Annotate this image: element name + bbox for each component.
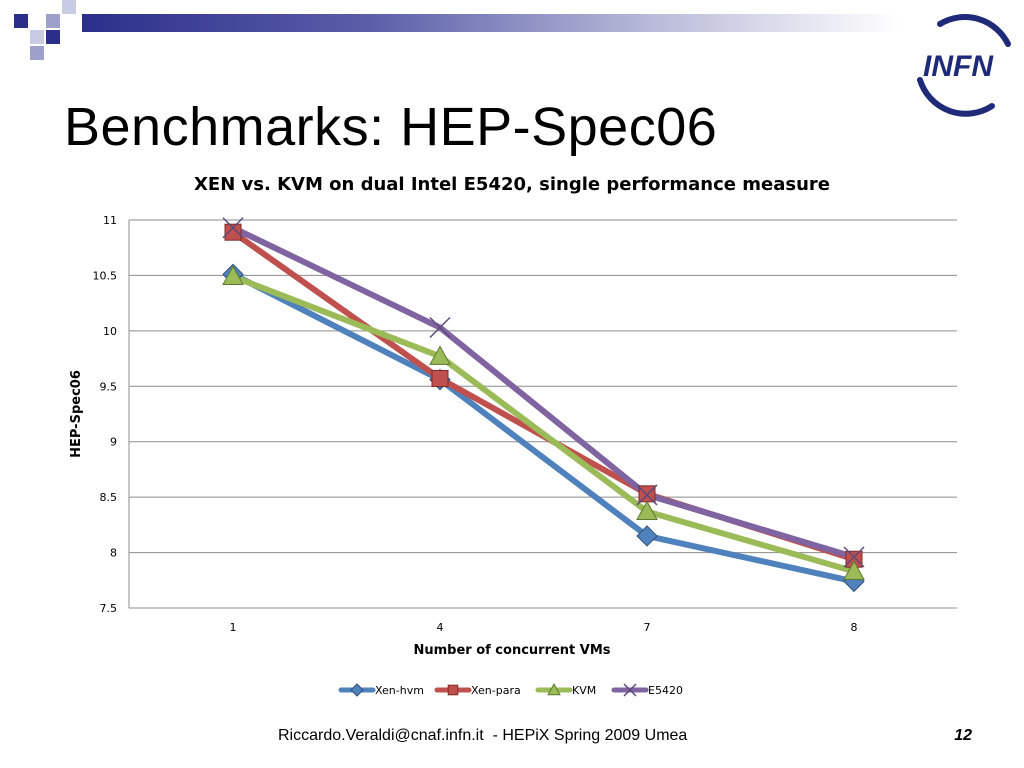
x-tick-label: 4	[437, 621, 444, 634]
slide-title: Benchmarks: HEP-Spec06	[64, 97, 718, 157]
data-point	[636, 484, 658, 506]
y-tick-label: 9.5	[100, 380, 118, 393]
data-point	[224, 223, 242, 241]
decor-square	[46, 14, 60, 28]
data-point	[429, 317, 451, 339]
decor-square	[62, 0, 76, 14]
data-point	[350, 683, 364, 697]
logo-text: INFN	[923, 50, 994, 83]
chart-title: XEN vs. KVM on dual Intel E5420, single …	[194, 174, 830, 195]
decor-square	[46, 30, 60, 44]
series-line	[230, 224, 857, 561]
y-tick-label: 10.5	[93, 269, 118, 282]
y-tick-label: 8.5	[100, 491, 118, 504]
footer-credit: Riccardo.Veraldi@cnaf.infn.it - HEPiX Sp…	[278, 727, 688, 744]
data-point	[547, 682, 561, 696]
series-line	[230, 271, 857, 585]
legend-label: E5420	[648, 684, 683, 697]
series-line	[230, 229, 857, 563]
page-number: 12	[954, 727, 972, 744]
data-point	[843, 560, 865, 580]
y-tick-label: 10	[103, 325, 117, 338]
y-tick-label: 11	[103, 214, 117, 227]
y-tick-label: 8	[110, 547, 117, 560]
decor-square	[30, 46, 44, 60]
infn-logo: INFN	[917, 14, 1011, 117]
x-axis-label: Number of concurrent VMs	[413, 643, 610, 658]
y-tick-label: 7.5	[100, 602, 118, 615]
data-point	[447, 684, 459, 696]
y-axis-label: HEP-Spec06	[69, 370, 84, 458]
decor-square	[14, 14, 28, 28]
data-point	[429, 345, 451, 365]
legend-label: Xen-para	[471, 684, 521, 697]
data-point	[222, 217, 244, 239]
legend-label: Xen-hvm	[375, 684, 424, 697]
data-point	[431, 370, 449, 388]
x-tick-label: 7	[644, 621, 651, 634]
header-gradient-bar	[82, 14, 900, 32]
data-point	[636, 500, 658, 521]
data-point	[623, 683, 637, 697]
x-tick-label: 8	[851, 621, 858, 634]
corner-squares-decoration	[14, 0, 76, 60]
data-point	[638, 485, 656, 503]
x-tick-label: 1	[230, 621, 237, 634]
data-point	[222, 265, 244, 286]
series-line	[230, 273, 857, 575]
legend-label: KVM	[572, 684, 596, 697]
decor-square	[30, 30, 44, 44]
data-point	[636, 525, 658, 547]
data-point	[843, 546, 865, 568]
y-tick-label: 9	[110, 436, 117, 449]
